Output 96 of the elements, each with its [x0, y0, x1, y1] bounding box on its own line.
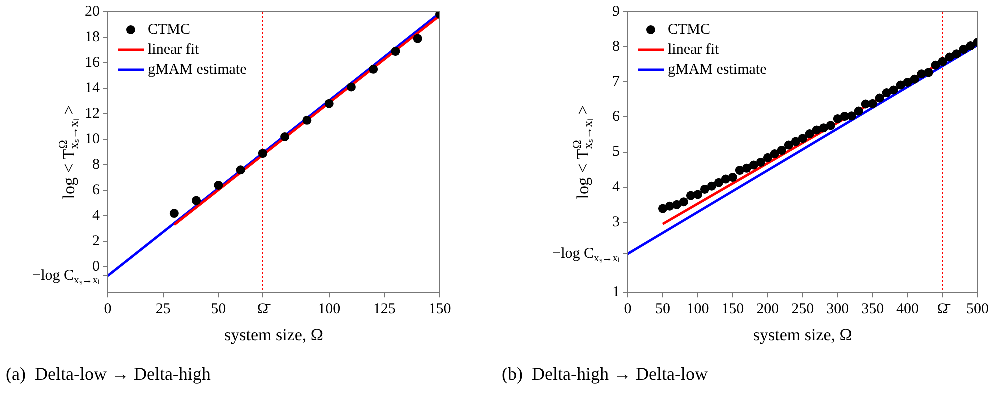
- text: (a) Delta-low → Delta-high: [6, 364, 211, 385]
- y-axis-title: log < TΩxₛ→xₗ >: [570, 105, 596, 200]
- point: [302, 116, 312, 125]
- point: [763, 153, 772, 162]
- point: [672, 200, 682, 210]
- legend-label: gMAM estimate: [668, 62, 768, 78]
- y-tick-label: 10: [85, 131, 100, 148]
- point: [756, 158, 766, 167]
- y-tick-label: 5: [612, 144, 620, 160]
- x-tick-label: 300: [826, 302, 850, 318]
- point: [854, 106, 864, 116]
- point: [910, 74, 920, 84]
- x-tick-label: 125: [373, 302, 396, 318]
- point: [324, 99, 334, 108]
- y-tick-label: 7: [612, 74, 620, 90]
- legend-label: CTMC: [668, 22, 711, 38]
- y-tick-label: 2: [92, 234, 100, 250]
- point: [938, 57, 948, 66]
- x-tick-label: 50: [655, 302, 670, 318]
- point: [170, 209, 179, 218]
- x-tick-label: 150: [428, 302, 452, 318]
- legend-label: linear fit: [148, 42, 200, 58]
- point: [693, 190, 702, 200]
- point: [714, 178, 724, 188]
- point: [749, 160, 758, 170]
- x-tick-label: 350: [862, 302, 884, 318]
- x-tick-label: 250: [792, 302, 814, 318]
- y-axis-title: log < TΩxₛ→xₗ >: [56, 105, 82, 200]
- point: [924, 68, 934, 78]
- point: [847, 112, 856, 121]
- y-tick-label: 8: [612, 39, 620, 56]
- x-tick-label: 0: [624, 302, 632, 318]
- legend-label: linear fit: [668, 42, 720, 58]
- point: [896, 80, 906, 90]
- point: [952, 50, 962, 59]
- point: [959, 45, 968, 54]
- x-tick-label: Ω̄: [257, 302, 272, 318]
- point: [700, 184, 710, 194]
- point: [882, 88, 892, 98]
- y-tick-label: 1: [612, 284, 620, 301]
- y-tick-label: 14: [85, 80, 100, 96]
- point: [945, 52, 954, 62]
- point: [707, 182, 716, 191]
- y-tick-label: 16: [85, 54, 100, 71]
- x-tick-label: 0: [104, 302, 112, 318]
- x-axis-title: system size, Ω: [224, 325, 324, 344]
- x-tick-label: 100: [318, 302, 341, 318]
- point: [791, 137, 800, 146]
- x-tick-label: 400: [896, 302, 920, 318]
- point: [798, 134, 808, 144]
- y-tick-label: 3: [612, 214, 620, 230]
- x-tick-label: 25: [156, 302, 171, 318]
- point: [236, 166, 246, 175]
- point: [679, 198, 688, 207]
- y-tick-label: 20: [85, 4, 100, 20]
- point: [868, 99, 878, 108]
- y-tick-label: 4: [92, 208, 100, 224]
- point: [214, 180, 224, 190]
- point: [903, 78, 912, 87]
- point: [391, 47, 400, 56]
- point: [192, 196, 202, 206]
- point: [889, 86, 898, 95]
- y-tick-label: 18: [85, 29, 100, 46]
- point: [369, 64, 378, 74]
- x-tick-label: 500: [966, 302, 989, 318]
- y-tick-label: 9: [612, 4, 620, 20]
- x-tick-label: 50: [211, 302, 226, 318]
- point: [742, 164, 752, 173]
- y-tick-label: 4: [612, 179, 620, 196]
- x-tick-label: Ω̄: [937, 302, 952, 318]
- x-tick-label: 100: [686, 302, 710, 318]
- x-tick-label: 200: [756, 302, 780, 318]
- y-tick-label: 6: [612, 109, 620, 126]
- point: [346, 82, 356, 92]
- point: [826, 121, 836, 130]
- point: [931, 60, 940, 70]
- point: [413, 34, 422, 44]
- y-tick-label: 8: [92, 156, 100, 173]
- y-tick-label: 12: [85, 106, 100, 122]
- legend-label: gMAM estimate: [148, 62, 248, 78]
- point: [777, 146, 786, 156]
- point: [819, 124, 828, 133]
- point: [770, 150, 780, 159]
- x-axis-title: system size, Ω: [753, 325, 852, 344]
- y-tick-label: 6: [92, 182, 100, 198]
- x-tick-label: 150: [722, 302, 744, 318]
- legend-label: CTMC: [148, 22, 191, 38]
- point: [280, 132, 290, 142]
- point: [784, 140, 794, 150]
- point: [875, 94, 884, 103]
- point: [966, 42, 976, 51]
- point: [258, 149, 268, 158]
- text: (b) Delta-high → Delta-low: [502, 364, 708, 385]
- point: [728, 173, 738, 182]
- point: [805, 130, 814, 139]
- point: [833, 114, 842, 124]
